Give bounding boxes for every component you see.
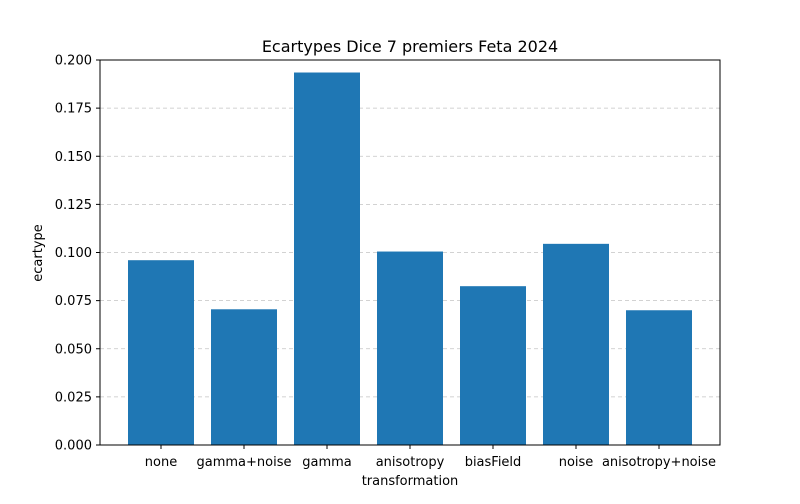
bars bbox=[128, 72, 692, 445]
bar-gamma-noise bbox=[211, 309, 277, 445]
y-tick-label: 0.100 bbox=[55, 246, 92, 261]
bar-anisotropy bbox=[377, 251, 443, 445]
y-tick-label: 0.175 bbox=[55, 102, 92, 117]
x-tick-label: noise bbox=[559, 455, 594, 470]
bar-biasfield bbox=[460, 286, 526, 445]
x-tick-label: gamma bbox=[302, 455, 352, 470]
bar-noise bbox=[543, 243, 609, 445]
x-axis-ticks: none gamma+noise gamma anisotropy biasField n… bbox=[145, 445, 716, 470]
y-tick-label: 0.200 bbox=[55, 54, 92, 69]
x-tick-label: none bbox=[145, 455, 177, 470]
x-tick-label: anisotropy+noise bbox=[602, 455, 716, 470]
bar-anisotropy-noise bbox=[626, 310, 692, 445]
x-axis-label: transformation bbox=[362, 474, 459, 489]
y-tick-label: 0.000 bbox=[55, 439, 92, 454]
y-axis-label: ecartype bbox=[31, 224, 46, 282]
x-tick-label: gamma+noise bbox=[197, 455, 292, 470]
x-tick-label: biasField bbox=[465, 455, 522, 470]
bar-none bbox=[128, 260, 194, 445]
y-tick-label: 0.125 bbox=[55, 198, 92, 213]
y-tick-label: 0.050 bbox=[55, 342, 92, 357]
x-tick-label: anisotropy bbox=[376, 455, 445, 470]
bar-gamma bbox=[294, 72, 360, 445]
y-tick-label: 0.075 bbox=[55, 294, 92, 309]
y-axis-ticks: 0.000 0.025 0.050 0.075 0.100 0.125 0.150 0.175… bbox=[55, 54, 100, 454]
y-tick-label: 0.150 bbox=[55, 150, 92, 165]
y-tick-label: 0.025 bbox=[55, 390, 92, 405]
chart-title: Ecartypes Dice 7 premiers Feta 2024 bbox=[262, 37, 558, 56]
